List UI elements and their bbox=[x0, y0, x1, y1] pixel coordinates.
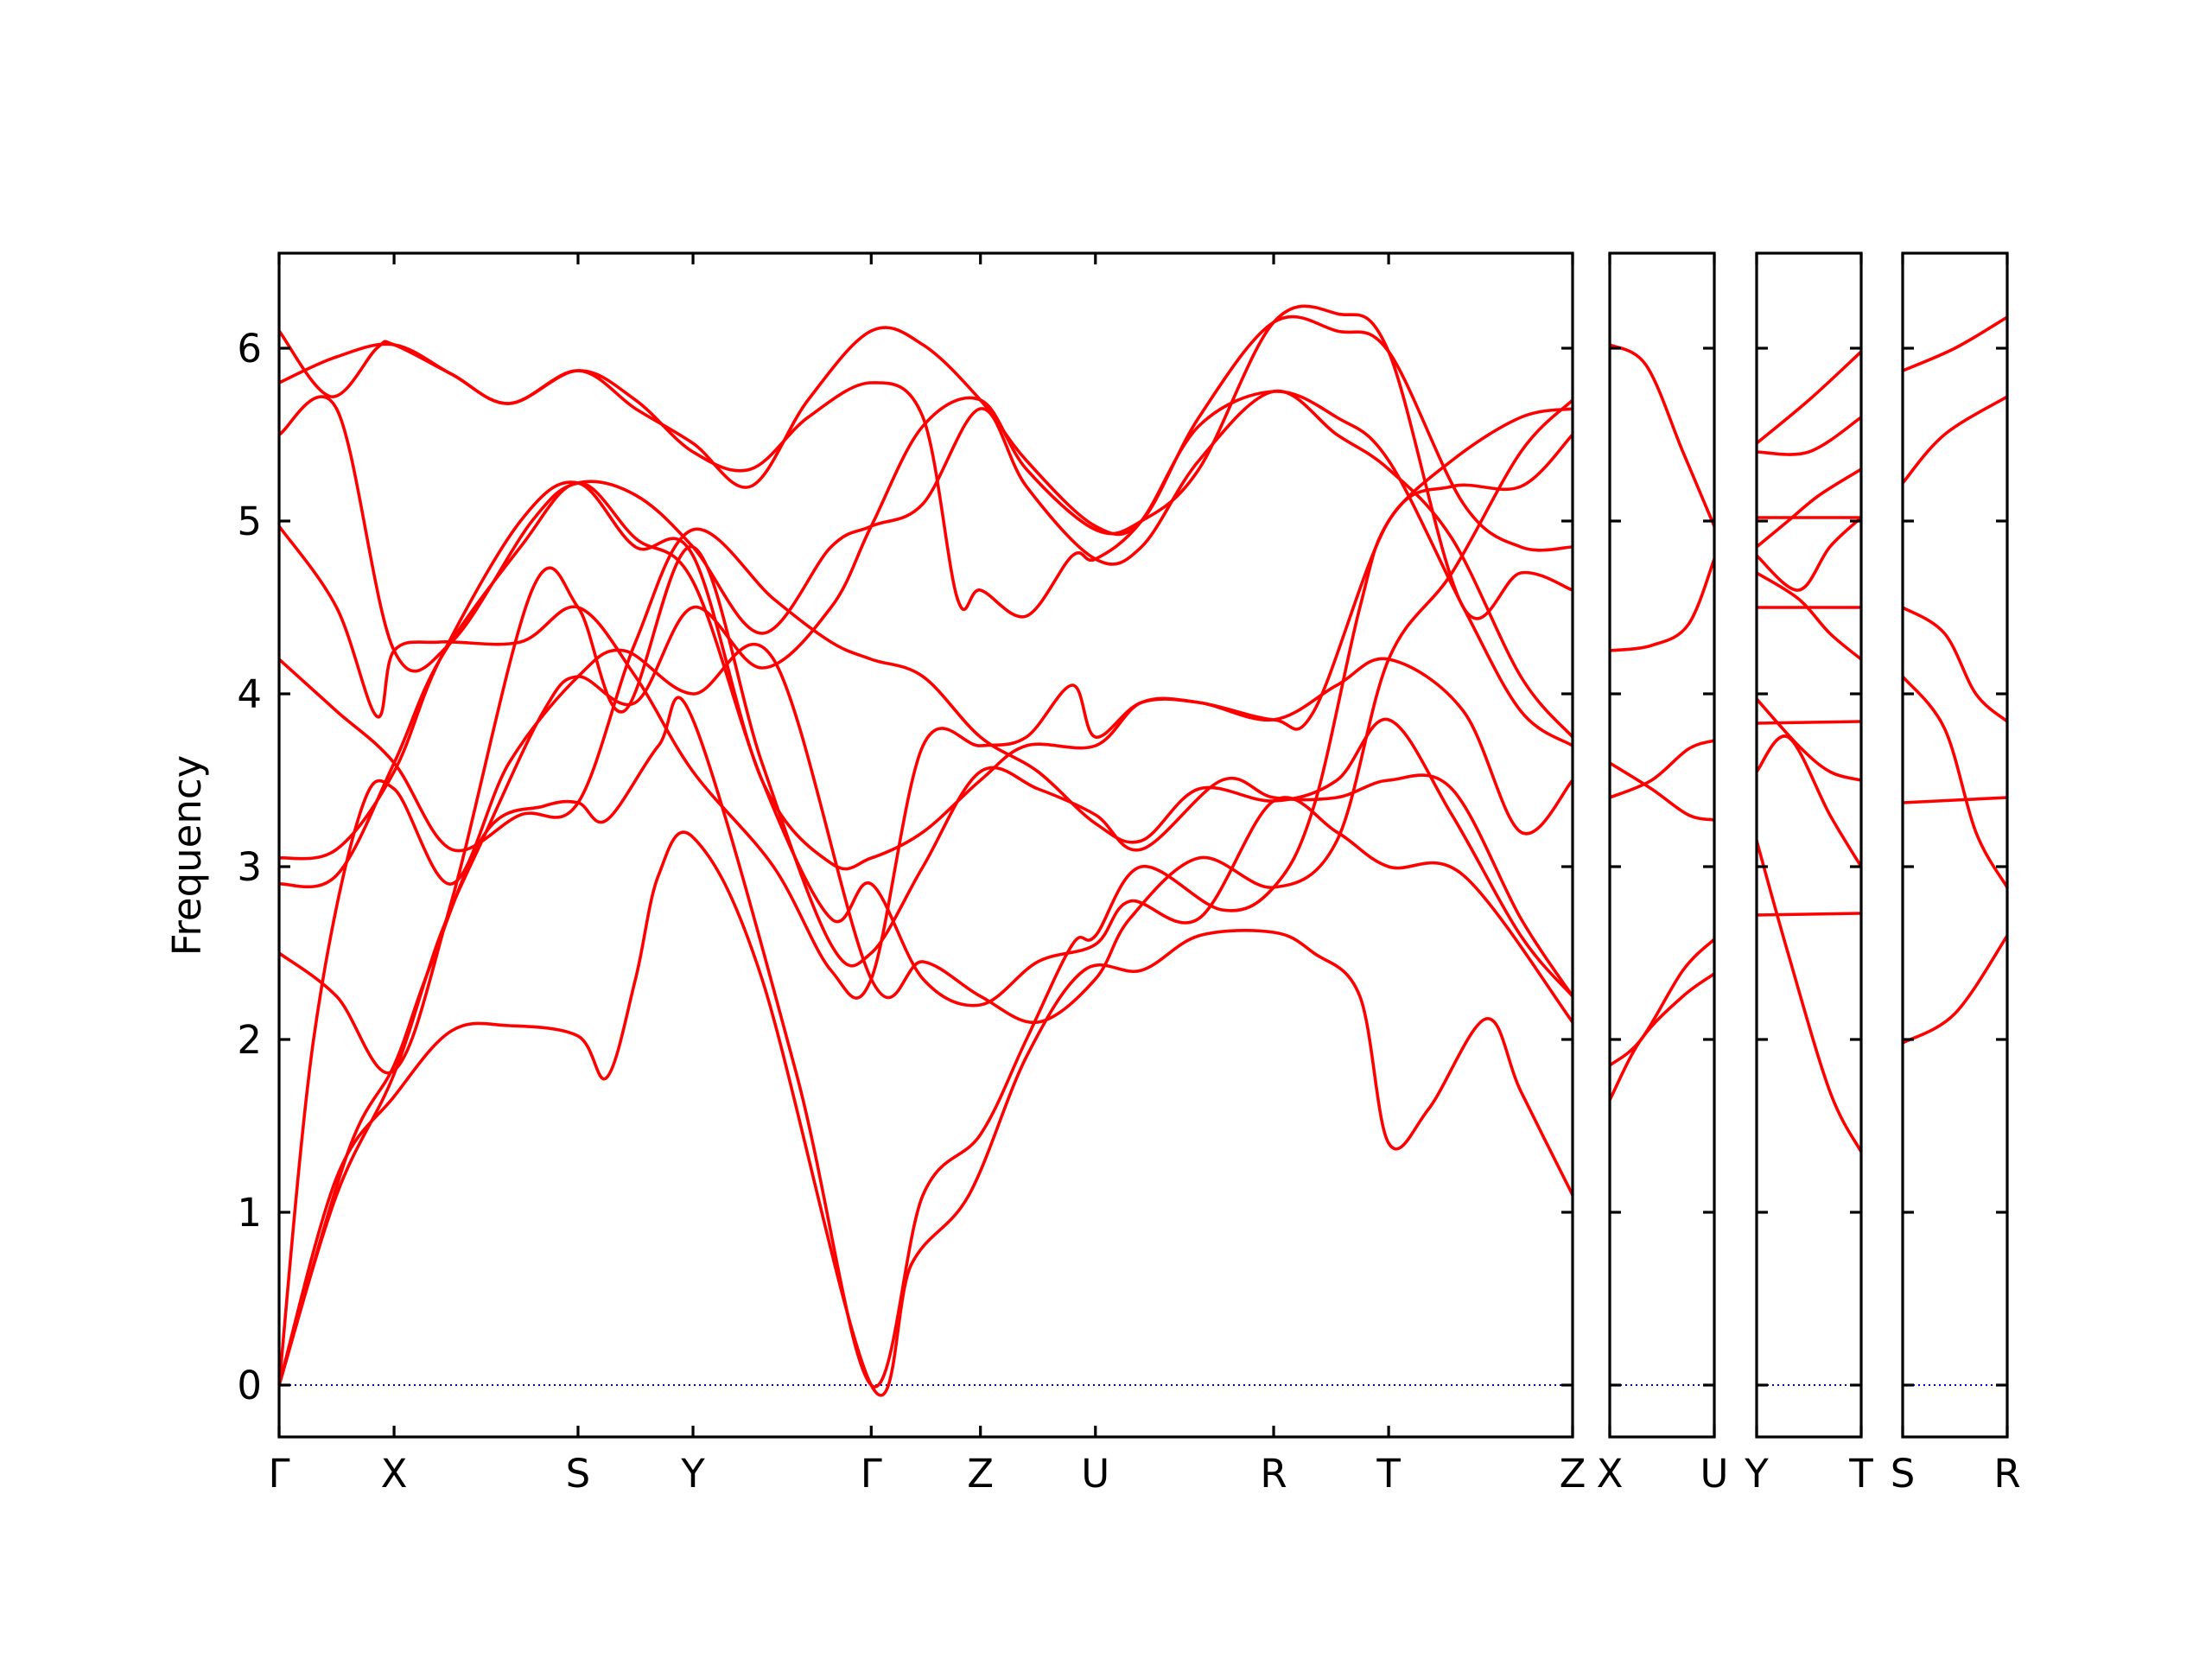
bands bbox=[1757, 350, 1861, 1154]
x-tick-label: S bbox=[566, 1451, 591, 1497]
panel-frame bbox=[1608, 251, 1716, 1439]
band-line-2 bbox=[1903, 395, 2007, 485]
band-line-12 bbox=[279, 304, 1573, 1387]
band-line-11 bbox=[279, 315, 1573, 552]
x-tick-label: U bbox=[1081, 1451, 1109, 1497]
x-tick-label: R bbox=[1993, 1451, 2020, 1497]
band-line-3 bbox=[1610, 761, 1714, 822]
band-line-2 bbox=[1610, 557, 1714, 652]
bands bbox=[1610, 343, 1714, 1102]
band-line-4 bbox=[1610, 739, 1714, 799]
x-tick-label: S bbox=[1891, 1451, 1916, 1497]
band-line-2 bbox=[1757, 416, 1861, 456]
band-line-2 bbox=[279, 407, 1573, 1389]
band-line-1 bbox=[1903, 315, 2007, 372]
band-line-12 bbox=[1757, 912, 1861, 917]
bands bbox=[1903, 315, 2007, 1045]
x-tick-label: X bbox=[1597, 1451, 1624, 1497]
band-line-5 bbox=[1610, 938, 1714, 1067]
band-line-7 bbox=[279, 527, 1573, 998]
panel-1: 0 1 2 3 4 5 6 Γ X S Y Γ Z U R T Z bbox=[237, 251, 1586, 1497]
bands bbox=[279, 304, 1573, 1397]
y-tick-label: 1 bbox=[237, 1190, 262, 1236]
band-line-4 bbox=[1903, 675, 2007, 889]
band-line-6 bbox=[1610, 972, 1714, 1102]
x-tick-label: T bbox=[1848, 1451, 1873, 1497]
band-line-1 bbox=[1757, 350, 1861, 445]
band-line-9 bbox=[279, 389, 1573, 739]
band-line-6 bbox=[1903, 934, 2007, 1045]
band-line-3 bbox=[1757, 467, 1861, 549]
x-tick-label: Z bbox=[967, 1451, 994, 1497]
panel-frame bbox=[1901, 251, 2009, 1439]
y-tick-label: 4 bbox=[237, 671, 262, 717]
band-line-1 bbox=[1610, 343, 1714, 528]
y-tick-label: 2 bbox=[237, 1017, 262, 1063]
band-line-5 bbox=[1903, 796, 2007, 804]
y-tick-label: 6 bbox=[237, 326, 262, 372]
band-line-9 bbox=[1757, 720, 1861, 725]
band-line-10 bbox=[1757, 734, 1861, 868]
x-tick-label: Γ bbox=[268, 1451, 289, 1497]
band-line-5 bbox=[1757, 516, 1861, 592]
band-line-1 bbox=[279, 830, 1573, 1397]
x-tick-label: R bbox=[1260, 1451, 1287, 1497]
band-line-6 bbox=[279, 480, 1573, 871]
band-line-11 bbox=[1757, 839, 1861, 1154]
band-line-8 bbox=[279, 433, 1573, 1000]
x-tick-label: U bbox=[1700, 1451, 1729, 1497]
x-tick-label: T bbox=[1376, 1451, 1401, 1497]
x-tick-label: X bbox=[381, 1451, 408, 1497]
band-line-6 bbox=[1757, 571, 1861, 661]
band-line-8 bbox=[1757, 697, 1861, 782]
x-tick-label: Z bbox=[1560, 1451, 1586, 1497]
y-axis-label: Frequency bbox=[164, 755, 210, 956]
x-tick-label: Y bbox=[680, 1451, 705, 1497]
panel-frame bbox=[1755, 251, 1863, 1439]
y-tick-label: 0 bbox=[237, 1363, 262, 1408]
band-line-3 bbox=[1903, 606, 2007, 723]
band-line-4 bbox=[279, 545, 1573, 1075]
panel-frame bbox=[277, 251, 1574, 1439]
y-tick-label: 5 bbox=[237, 499, 262, 544]
x-tick-label: Y bbox=[1744, 1451, 1769, 1497]
band-line-5 bbox=[279, 481, 1573, 1024]
band-line-3 bbox=[279, 398, 1573, 1387]
x-tick-label: Γ bbox=[861, 1451, 882, 1497]
y-tick-label: 3 bbox=[237, 844, 262, 890]
